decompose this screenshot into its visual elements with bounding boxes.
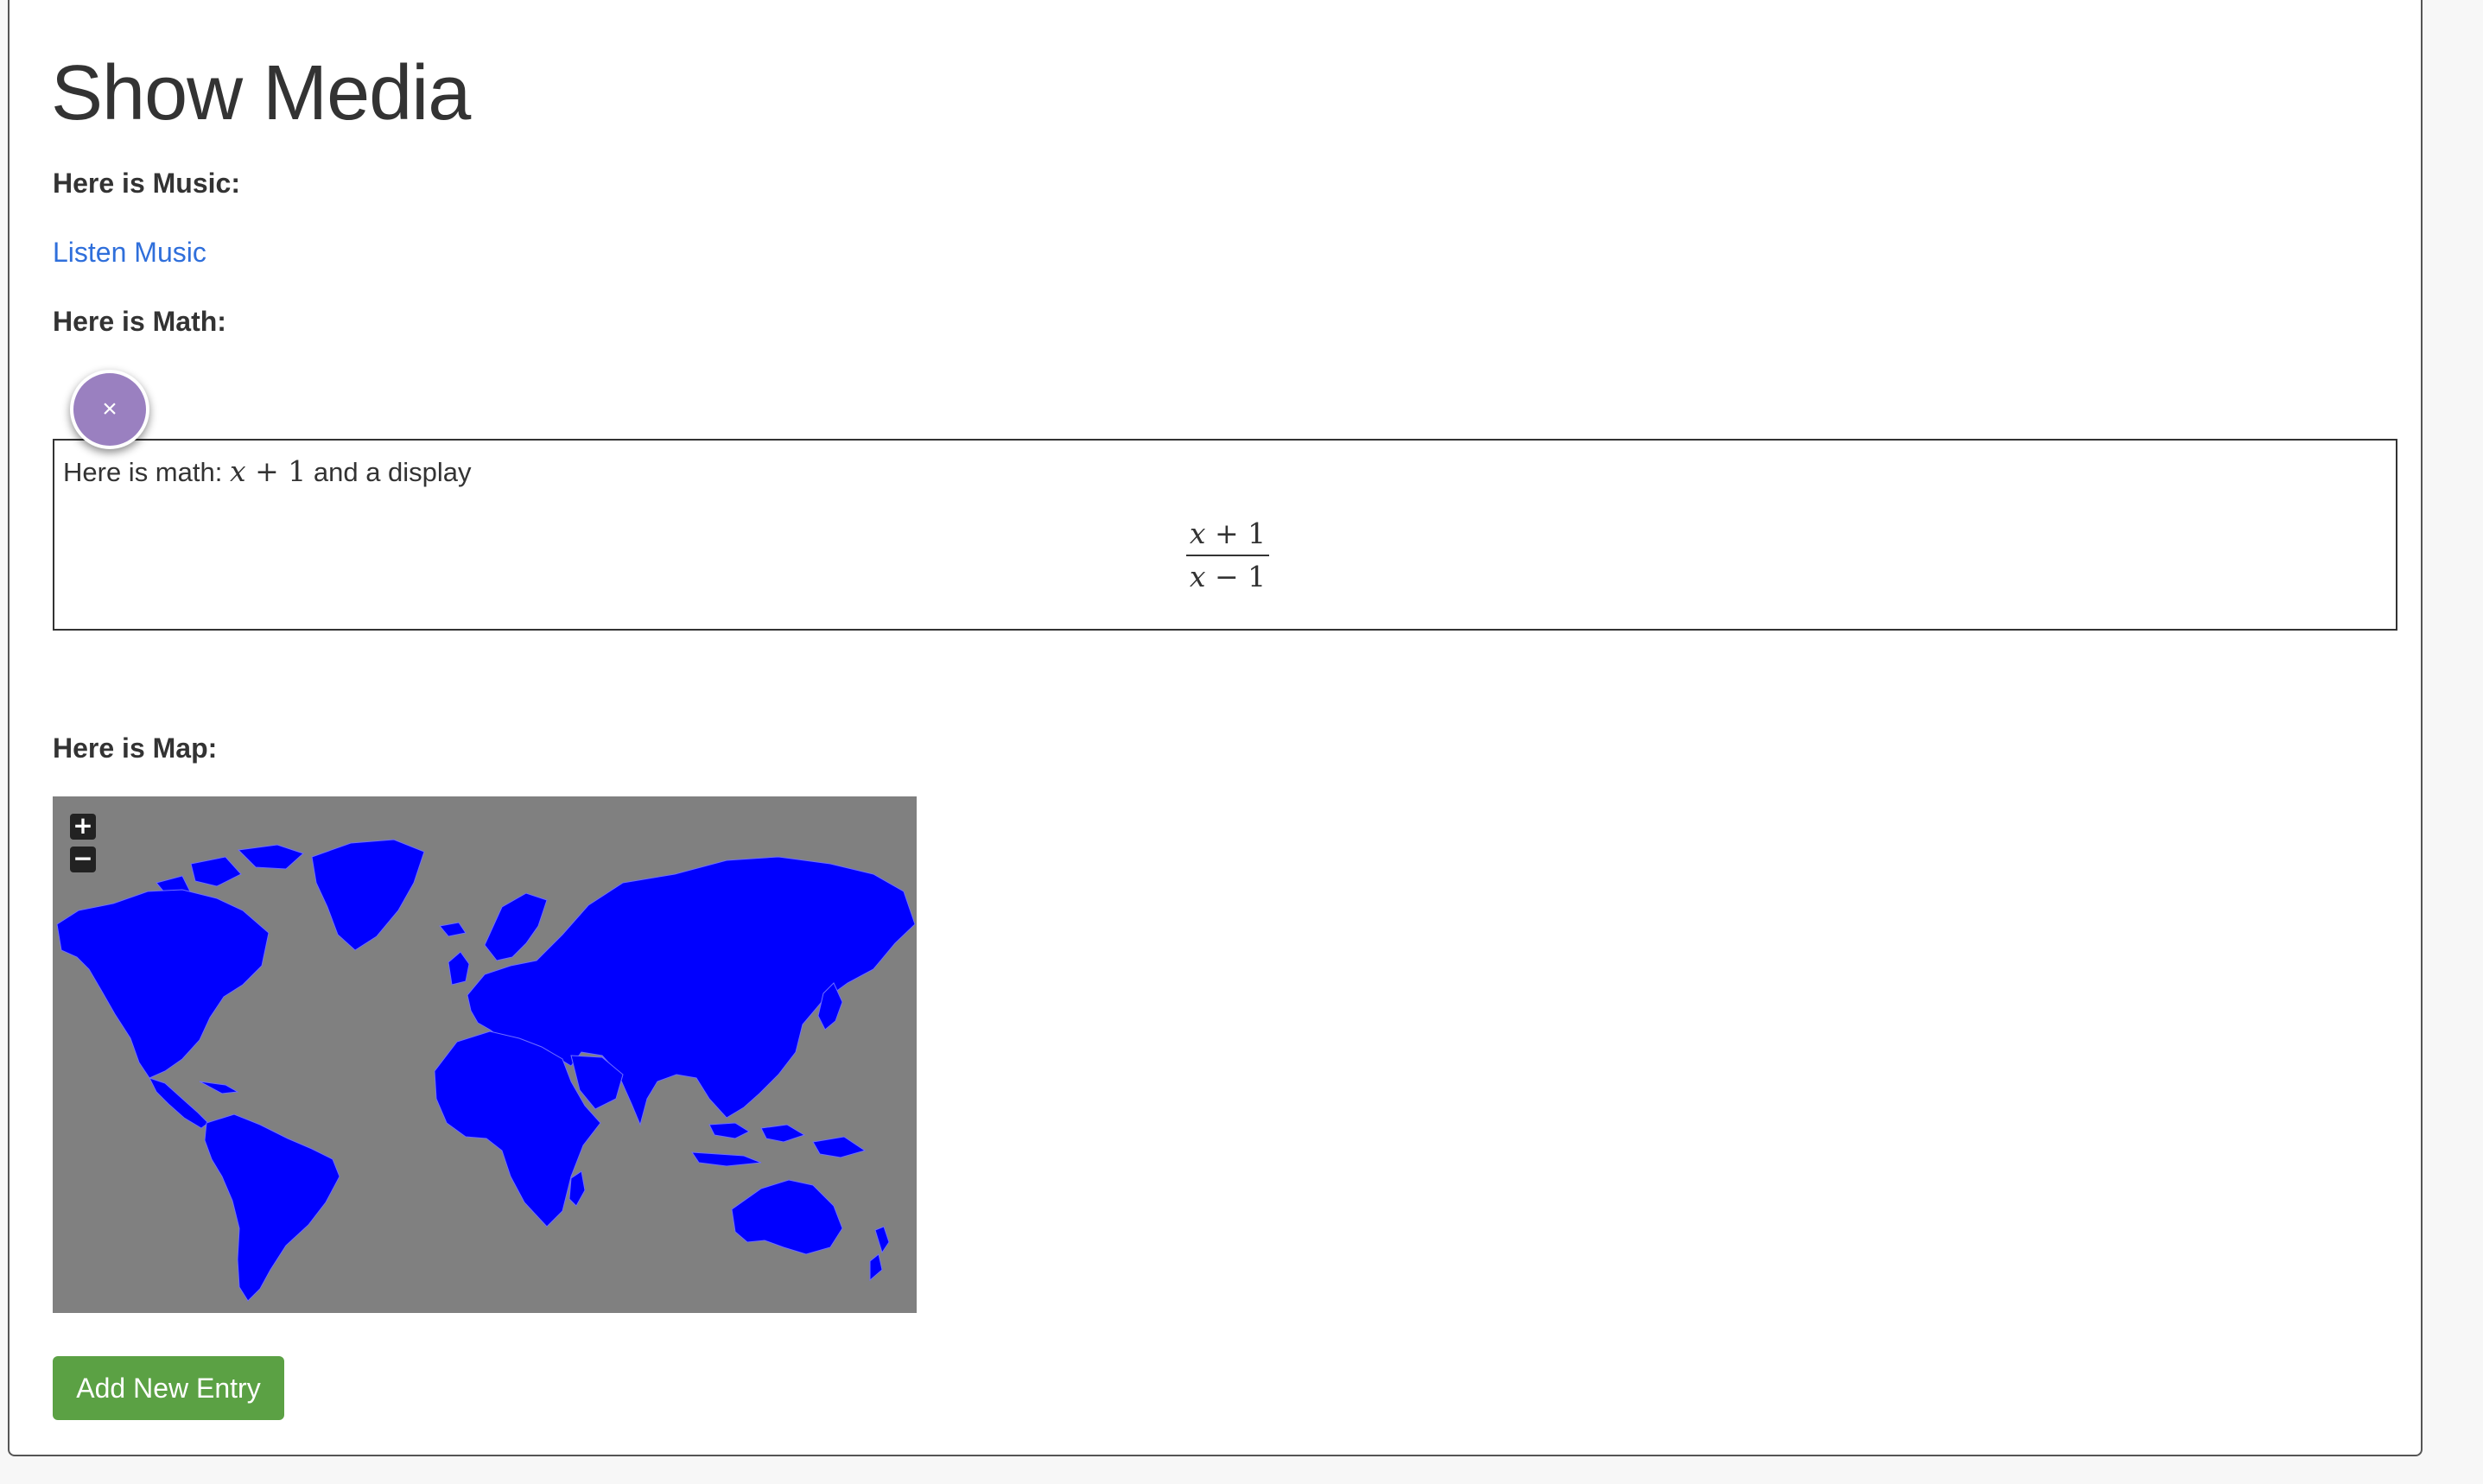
land-central-america xyxy=(149,1077,209,1129)
page-title: Show Media xyxy=(51,50,471,136)
map-zoom-out-button[interactable]: − xyxy=(70,847,96,872)
land-southeast-asia xyxy=(691,1122,867,1167)
world-map-land xyxy=(56,839,916,1302)
land-uk xyxy=(448,951,470,986)
land-scandinavia xyxy=(484,892,548,961)
math-display-fraction: x + 1 x − 1 xyxy=(1184,513,1271,598)
math-inline-text: Here is math: x + 1 and a display xyxy=(63,454,472,488)
math-label: Here is Math: xyxy=(53,306,226,337)
land-madagascar xyxy=(568,1170,586,1207)
land-caribbean xyxy=(199,1081,239,1094)
land-iceland xyxy=(439,922,467,937)
land-japan xyxy=(817,982,843,1031)
math-display-box: Here is math: x + 1 and a display x + 1 … xyxy=(53,439,2397,631)
main-panel: Show Media Here is Music: Listen Music H… xyxy=(8,0,2423,1456)
land-north-america xyxy=(56,889,270,1079)
land-new-zealand xyxy=(869,1226,890,1282)
land-australia xyxy=(731,1179,843,1255)
map-zoom-in-button[interactable]: + xyxy=(70,814,96,840)
fraction-numerator: x + 1 xyxy=(1189,517,1267,550)
land-greenland xyxy=(311,839,425,951)
land-south-america xyxy=(204,1113,340,1302)
add-new-entry-button[interactable]: Add New Entry xyxy=(53,1356,284,1420)
close-icon: × xyxy=(102,395,117,423)
map-label: Here is Map: xyxy=(53,732,218,764)
fraction-bar xyxy=(1186,555,1269,556)
land-africa xyxy=(434,1031,601,1227)
world-map[interactable]: + − xyxy=(53,796,917,1313)
land-arabia xyxy=(570,1055,624,1110)
floating-close-button[interactable]: × xyxy=(70,370,149,449)
listen-music-link[interactable]: Listen Music xyxy=(53,237,206,268)
fraction-denominator: x − 1 xyxy=(1189,560,1267,593)
music-label: Here is Music: xyxy=(53,168,240,199)
